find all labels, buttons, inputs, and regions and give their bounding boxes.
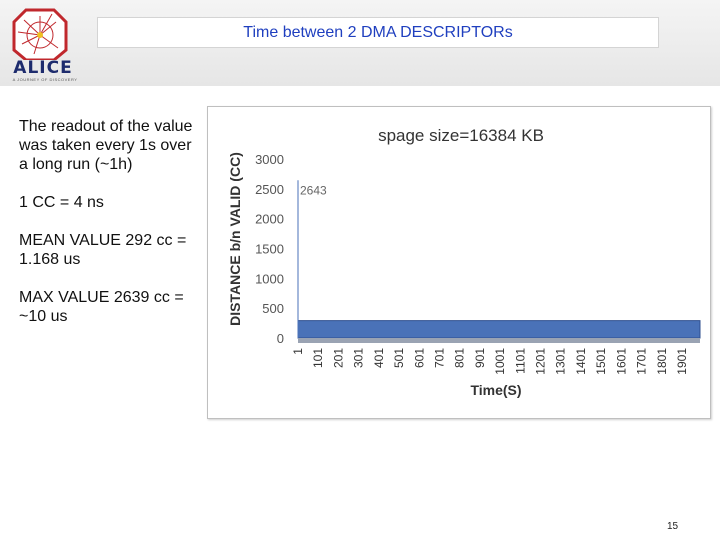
x-tick-label: 1501 (594, 348, 608, 375)
x-tick-label: 1601 (614, 348, 628, 375)
x-tick-label: 501 (392, 348, 406, 368)
note-cc-conversion: 1 CC = 4 ns (19, 194, 104, 211)
x-tick-label: 1201 (534, 348, 548, 375)
note-readout: The readout of the value was taken every… (19, 118, 193, 173)
x-tick-label: 301 (352, 348, 366, 368)
y-tick-label: 1500 (255, 242, 284, 257)
x-tick-label: 1301 (554, 348, 568, 375)
y-axis-label: DISTANCE b/n VALID (CC) (227, 152, 243, 326)
chart-frame: spage size=16384 KB DISTANCE b/n VALID (… (207, 106, 711, 419)
x-tick-label: 1801 (655, 348, 669, 375)
y-tick-label: 500 (262, 301, 284, 316)
x-tick-label: 701 (432, 348, 446, 368)
note-max-value: MAX VALUE 2639 cc = ~10 us (19, 289, 184, 325)
y-tick-label: 0 (277, 331, 284, 346)
x-tick-label: 201 (331, 348, 345, 368)
alice-logo: ALICE A JOURNEY OF DISCOVERY (4, 4, 88, 84)
x-tick-label: 901 (473, 348, 487, 368)
x-tick-label: 401 (372, 348, 386, 368)
x-tick-label: 1901 (675, 348, 689, 375)
x-tick-label: 1401 (574, 348, 588, 375)
page-number: 15 (667, 521, 679, 532)
notes-panel: The readout of the value was taken every… (19, 117, 194, 345)
chart-svg: spage size=16384 KB DISTANCE b/n VALID (… (227, 126, 701, 398)
slide-title-box: Time between 2 DMA DESCRIPTORs (97, 17, 659, 48)
x-tick-label: 601 (412, 348, 426, 368)
x-tick-label: 1 (291, 348, 305, 355)
y-tick-label: 2000 (255, 212, 284, 227)
peak-annotation: 2643 (300, 183, 327, 197)
x-tick-label: 1701 (635, 348, 649, 375)
x-axis-label: Time(S) (470, 382, 521, 398)
y-tick-label: 1000 (255, 271, 284, 286)
alice-emblem-icon (12, 8, 68, 62)
note-mean-value: MEAN VALUE 292 cc = 1.168 us (19, 232, 187, 268)
x-tick-label: 1001 (493, 348, 507, 375)
x-tick-label: 801 (453, 348, 467, 368)
series-area (297, 320, 701, 339)
y-tick-label: 2500 (255, 182, 284, 197)
slide-title: Time between 2 DMA DESCRIPTORs (243, 23, 513, 41)
x-tick-label: 101 (311, 348, 325, 368)
logo-wordmark: ALICE (13, 58, 73, 78)
logo-tagline: A JOURNEY OF DISCOVERY (12, 77, 78, 82)
x-tick-label: 1101 (513, 348, 527, 374)
series-baseline-shadow (298, 338, 700, 343)
chart-title: spage size=16384 KB (378, 126, 544, 145)
y-tick-label: 3000 (255, 152, 284, 167)
